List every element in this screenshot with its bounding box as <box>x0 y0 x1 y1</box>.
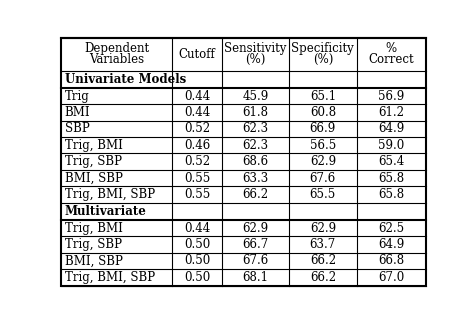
Text: BMI: BMI <box>65 106 91 119</box>
Text: Trig, SBP: Trig, SBP <box>65 155 122 168</box>
Text: %: % <box>386 42 397 55</box>
Text: 56.5: 56.5 <box>310 139 336 152</box>
Text: 66.9: 66.9 <box>310 122 336 136</box>
Text: Cutoff: Cutoff <box>179 48 215 61</box>
Text: BMI, SBP: BMI, SBP <box>65 172 123 185</box>
Text: 62.9: 62.9 <box>310 155 336 168</box>
Text: 59.0: 59.0 <box>378 139 404 152</box>
Text: Variables: Variables <box>89 53 144 66</box>
Text: 0.46: 0.46 <box>184 139 210 152</box>
Text: 60.8: 60.8 <box>310 106 336 119</box>
Text: (%): (%) <box>245 53 265 66</box>
Text: Trig, BMI, SBP: Trig, BMI, SBP <box>65 271 155 284</box>
Text: SBP: SBP <box>65 122 90 136</box>
Text: Trig, BMI: Trig, BMI <box>65 139 123 152</box>
Text: Sensitivity: Sensitivity <box>224 42 286 55</box>
Text: 64.9: 64.9 <box>378 122 404 136</box>
Text: 0.44: 0.44 <box>184 222 210 235</box>
Text: 0.44: 0.44 <box>184 90 210 103</box>
Text: 0.55: 0.55 <box>184 188 210 201</box>
Text: 64.9: 64.9 <box>378 238 404 251</box>
Text: 67.6: 67.6 <box>310 172 336 185</box>
Text: Dependent: Dependent <box>84 42 149 55</box>
Text: 68.1: 68.1 <box>242 271 268 284</box>
Text: 66.2: 66.2 <box>310 271 336 284</box>
Text: 61.8: 61.8 <box>242 106 268 119</box>
Text: 62.9: 62.9 <box>310 222 336 235</box>
Text: 63.7: 63.7 <box>310 238 336 251</box>
Text: 56.9: 56.9 <box>378 90 404 103</box>
Text: Trig, BMI, SBP: Trig, BMI, SBP <box>65 188 155 201</box>
Text: 45.9: 45.9 <box>242 90 268 103</box>
Text: 68.6: 68.6 <box>242 155 268 168</box>
Text: 65.8: 65.8 <box>378 188 404 201</box>
Text: 0.52: 0.52 <box>184 122 210 136</box>
Text: 0.55: 0.55 <box>184 172 210 185</box>
Text: Specificity: Specificity <box>292 42 354 55</box>
Text: 0.50: 0.50 <box>184 254 210 268</box>
Text: 67.0: 67.0 <box>378 271 404 284</box>
Text: Multivariate: Multivariate <box>65 205 146 218</box>
Text: 67.6: 67.6 <box>242 254 268 268</box>
Text: Trig, BMI: Trig, BMI <box>65 222 123 235</box>
Text: 66.7: 66.7 <box>242 238 268 251</box>
Text: 65.8: 65.8 <box>378 172 404 185</box>
Text: 66.2: 66.2 <box>242 188 268 201</box>
Text: 65.4: 65.4 <box>378 155 404 168</box>
Text: 63.3: 63.3 <box>242 172 268 185</box>
Text: 0.50: 0.50 <box>184 238 210 251</box>
Text: 65.1: 65.1 <box>310 90 336 103</box>
Text: 62.3: 62.3 <box>242 139 268 152</box>
Text: Univariate Models: Univariate Models <box>65 73 186 86</box>
Text: BMI, SBP: BMI, SBP <box>65 254 123 268</box>
Text: 0.52: 0.52 <box>184 155 210 168</box>
Text: 0.44: 0.44 <box>184 106 210 119</box>
Text: 66.2: 66.2 <box>310 254 336 268</box>
Text: 66.8: 66.8 <box>378 254 404 268</box>
Text: 62.3: 62.3 <box>242 122 268 136</box>
Text: 62.9: 62.9 <box>242 222 268 235</box>
Text: 0.50: 0.50 <box>184 271 210 284</box>
Text: 62.5: 62.5 <box>378 222 404 235</box>
Text: (%): (%) <box>313 53 333 66</box>
Text: Trig: Trig <box>65 90 90 103</box>
Text: 61.2: 61.2 <box>378 106 404 119</box>
Text: Correct: Correct <box>368 53 414 66</box>
Text: Trig, SBP: Trig, SBP <box>65 238 122 251</box>
Text: 65.5: 65.5 <box>310 188 336 201</box>
